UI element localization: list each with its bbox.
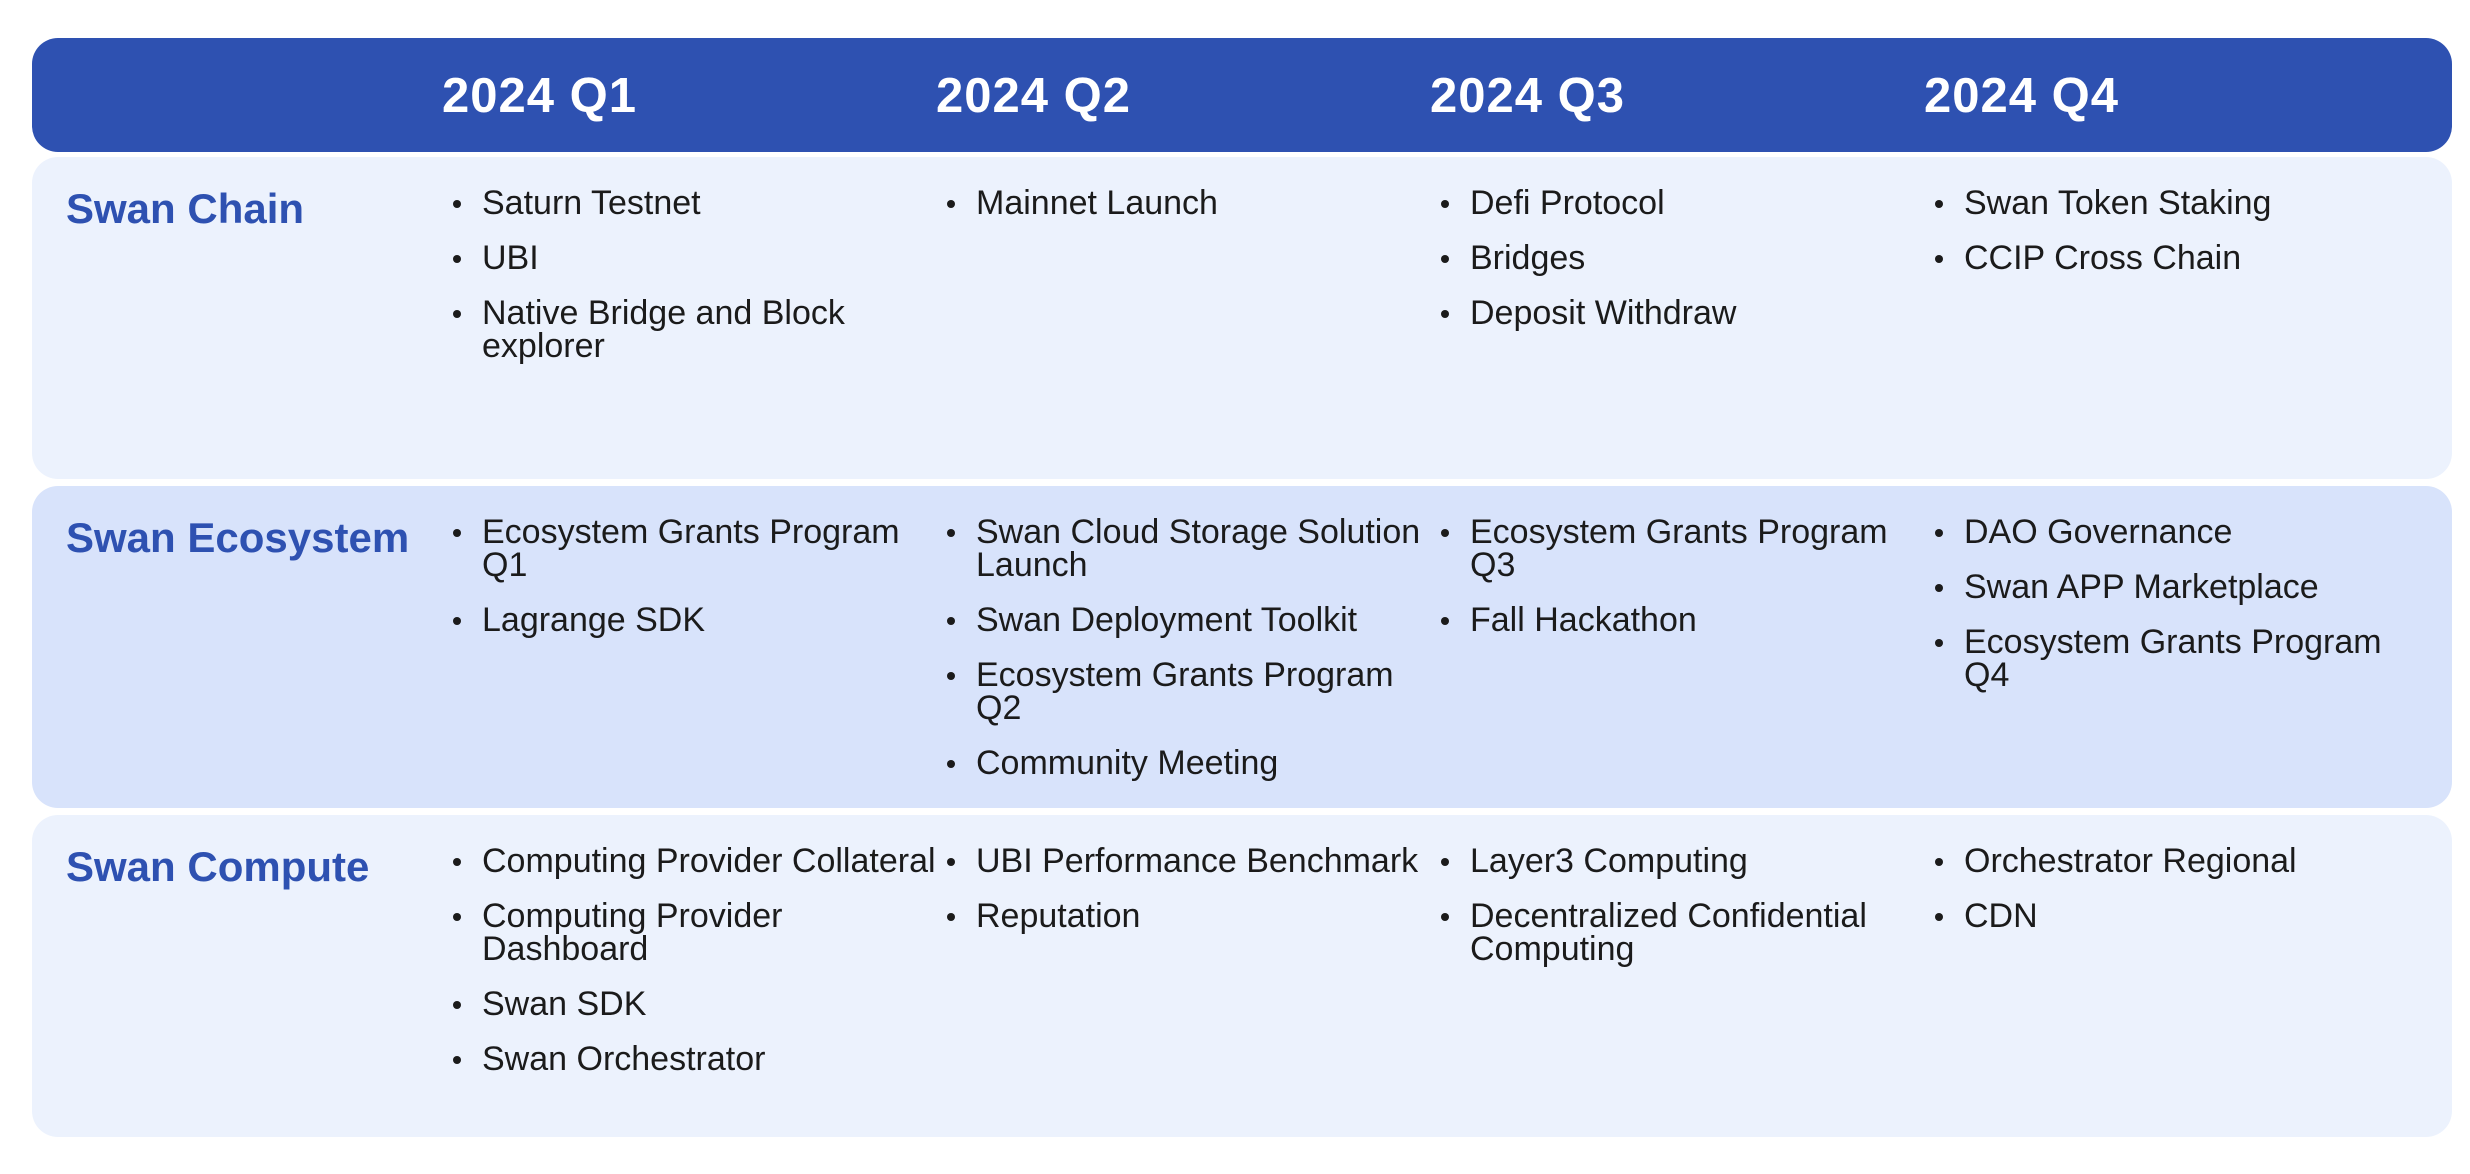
list-item: Native Bridge and Block explorer <box>446 296 936 363</box>
quarter-heading-q3: 2024 Q3 <box>1430 69 1625 123</box>
list-item: Ecosystem Grants Program Q3 <box>1434 515 1924 582</box>
cell-swan-ecosystem-q1: Ecosystem Grants Program Q1 Lagrange SDK <box>446 515 936 659</box>
list-item: Decentralized Confidential Computing <box>1434 899 1928 966</box>
timeline-header: 2024 Q1 2024 Q2 2024 Q3 2024 Q4 <box>32 38 2452 152</box>
cell-swan-chain-q1: Saturn Testnet UBI Native Bridge and Blo… <box>446 186 936 385</box>
cell-swan-compute-q3: Layer3 Computing Decentralized Confident… <box>1434 844 1928 988</box>
row-label: Swan Chain <box>66 185 305 232</box>
cell-swan-compute-q1: Computing Provider Collateral Computing … <box>446 844 936 1098</box>
cell-swan-ecosystem-q3: Ecosystem Grants Program Q3 Fall Hackath… <box>1434 515 1924 659</box>
roadmap-row-swan-chain: Swan Chain Saturn Testnet UBI Native Bri… <box>32 157 2452 479</box>
quarter-heading-q4: 2024 Q4 <box>1924 69 2119 123</box>
list-item: Reputation <box>940 899 1430 933</box>
list-item: Mainnet Launch <box>940 186 1430 220</box>
cell-swan-ecosystem-q4: DAO Governance Swan APP Marketplace Ecos… <box>1928 515 2428 714</box>
cell-swan-chain-q4: Swan Token Staking CCIP Cross Chain <box>1928 186 2428 297</box>
list-item: CCIP Cross Chain <box>1928 241 2428 275</box>
list-item: Computing Provider Collateral <box>446 844 936 878</box>
list-item: Computing Provider Dashboard <box>446 899 936 966</box>
cell-swan-chain-q2: Mainnet Launch <box>940 186 1430 242</box>
row-label: Swan Ecosystem <box>66 514 410 561</box>
list-item: UBI <box>446 241 936 275</box>
list-item: Bridges <box>1434 241 1924 275</box>
roadmap-row-swan-compute: Swan Compute Computing Provider Collater… <box>32 815 2452 1137</box>
list-item: Community Meeting <box>940 746 1430 780</box>
list-item: Swan Token Staking <box>1928 186 2428 220</box>
list-item: Defi Protocol <box>1434 186 1924 220</box>
list-item: Swan Orchestrator <box>446 1042 936 1076</box>
quarter-heading-q1: 2024 Q1 <box>442 69 637 123</box>
cell-swan-chain-q3: Defi Protocol Bridges Deposit Withdraw <box>1434 186 1924 352</box>
quarter-heading-q2: 2024 Q2 <box>936 69 1131 123</box>
list-item: Swan Deployment Toolkit <box>940 603 1430 637</box>
list-item: CDN <box>1928 899 2428 933</box>
list-item: Lagrange SDK <box>446 603 936 637</box>
list-item: Deposit Withdraw <box>1434 296 1924 330</box>
roadmap-row-swan-ecosystem: Swan Ecosystem Ecosystem Grants Program … <box>32 486 2452 808</box>
list-item: Ecosystem Grants Program Q2 <box>940 658 1430 725</box>
list-item: Ecosystem Grants Program Q1 <box>446 515 936 582</box>
list-item: Fall Hackathon <box>1434 603 1924 637</box>
list-item: Saturn Testnet <box>446 186 936 220</box>
row-label: Swan Compute <box>66 843 370 890</box>
cell-swan-compute-q4: Orchestrator Regional CDN <box>1928 844 2428 955</box>
list-item: Swan APP Marketplace <box>1928 570 2428 604</box>
list-item: Layer3 Computing <box>1434 844 1928 878</box>
cell-swan-compute-q2: UBI Performance Benchmark Reputation <box>940 844 1430 955</box>
list-item: Orchestrator Regional <box>1928 844 2428 878</box>
list-item: Swan Cloud Storage Solution Launch <box>940 515 1430 582</box>
list-item: Ecosystem Grants Program Q4 <box>1928 625 2428 692</box>
cell-swan-ecosystem-q2: Swan Cloud Storage Solution Launch Swan … <box>940 515 1430 802</box>
list-item: DAO Governance <box>1928 515 2428 549</box>
list-item: UBI Performance Benchmark <box>940 844 1430 878</box>
list-item: Swan SDK <box>446 987 936 1021</box>
